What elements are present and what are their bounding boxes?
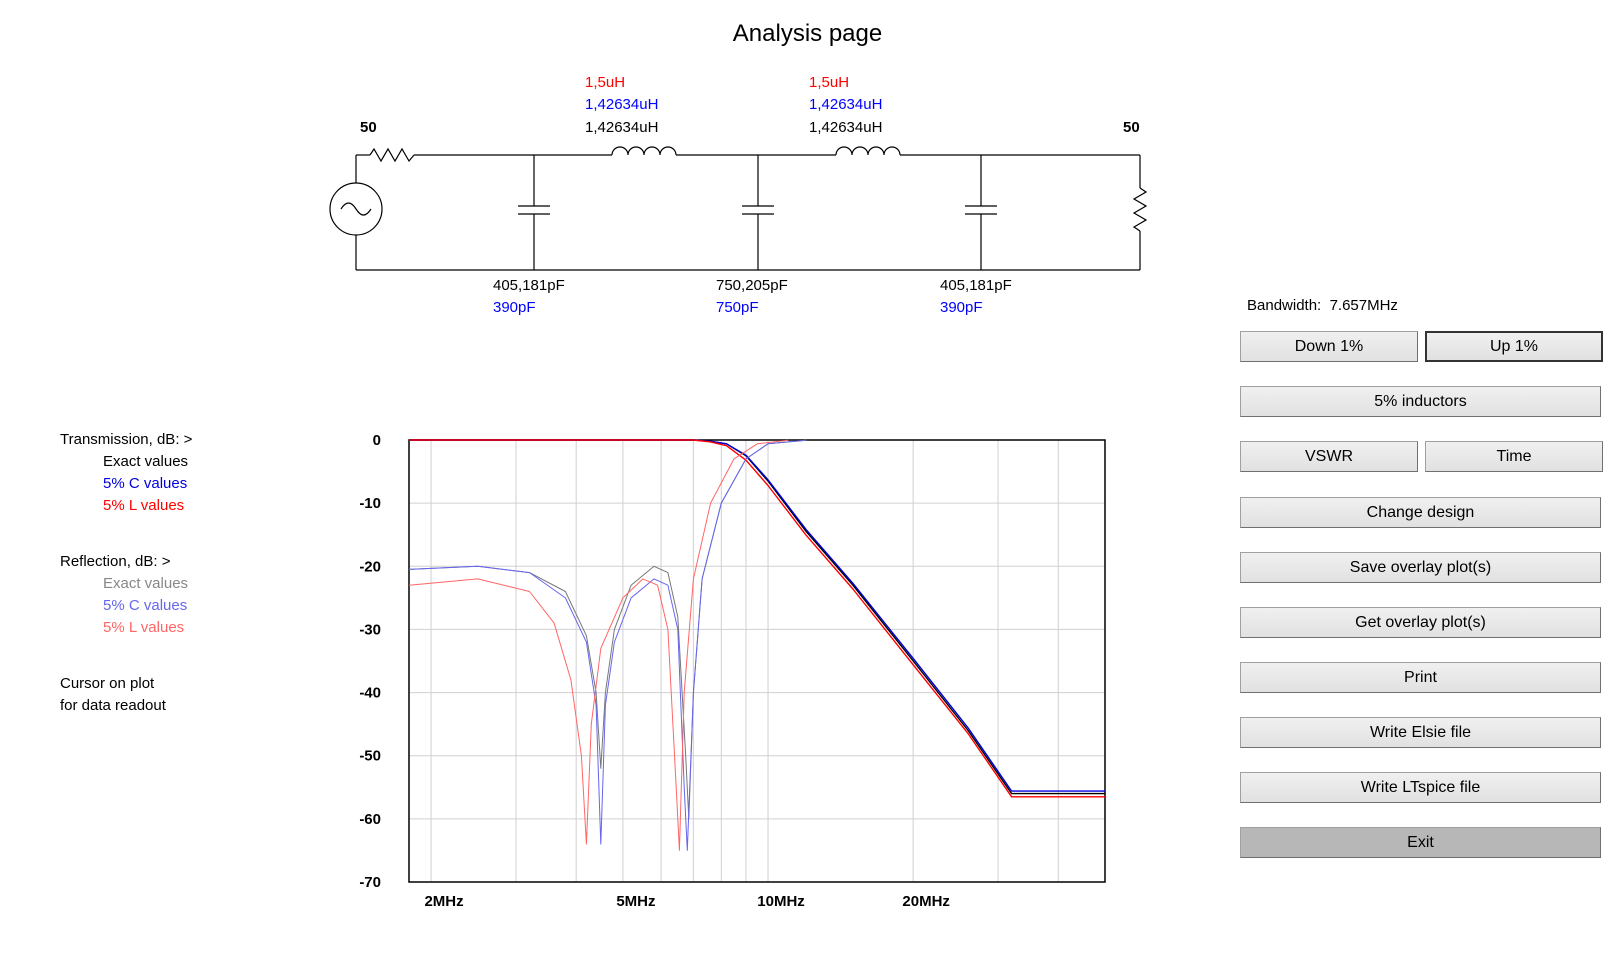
inductor-2 bbox=[835, 146, 901, 156]
reflection-legend-exact: Exact values bbox=[103, 575, 189, 592]
transmission-legend-exact: Exact values bbox=[103, 453, 189, 470]
inductor-2-exact: 1,42634uH bbox=[809, 119, 883, 136]
capacitor-3-exact: 405,181pF bbox=[940, 277, 1012, 294]
reflection-legend-title[interactable]: Reflection, dB: > bbox=[60, 553, 171, 570]
down-1pct-button[interactable]: Down 1% bbox=[1240, 331, 1418, 362]
inductor-1 bbox=[611, 146, 677, 156]
vswr-button[interactable]: VSWR bbox=[1240, 441, 1418, 472]
up-1pct-button[interactable]: Up 1% bbox=[1425, 331, 1603, 362]
inductor-2-nominal: 1,5uH bbox=[809, 74, 850, 91]
change-design-button[interactable]: Change design bbox=[1240, 497, 1601, 528]
source-impedance-label: 50 bbox=[360, 119, 377, 136]
reflection-legend-l5: 5% L values bbox=[103, 619, 185, 636]
inductor-1-nominal: 1,5uH bbox=[585, 74, 626, 91]
bandwidth-value: 7.657MHz bbox=[1329, 297, 1398, 314]
save-overlay-button[interactable]: Save overlay plot(s) bbox=[1240, 552, 1601, 583]
inductor-1-exact: 1,42634uH bbox=[585, 119, 659, 136]
print-button[interactable]: Print bbox=[1240, 662, 1601, 693]
schematic-wiring bbox=[329, 146, 1148, 271]
capacitor-2-exact: 750,205pF bbox=[716, 277, 788, 294]
time-button[interactable]: Time bbox=[1425, 441, 1603, 472]
write-ltspice-button[interactable]: Write LTspice file bbox=[1240, 772, 1601, 803]
page-title: Analysis page bbox=[732, 20, 883, 47]
capacitor-3-nominal: 390pF bbox=[940, 299, 983, 316]
inductor-1-c5: 1,42634uH bbox=[585, 96, 659, 113]
source-resistor bbox=[369, 147, 415, 163]
capacitor-1 bbox=[518, 155, 550, 270]
exit-button[interactable]: Exit bbox=[1240, 827, 1601, 858]
load-impedance-label: 50 bbox=[1123, 119, 1140, 136]
reflection-legend-c5: 5% C values bbox=[103, 597, 188, 614]
capacitor-1-nominal: 390pF bbox=[493, 299, 536, 316]
bandwidth-label: Bandwidth: bbox=[1247, 297, 1322, 314]
transmission-legend-title[interactable]: Transmission, dB: > bbox=[60, 431, 193, 448]
capacitor-2 bbox=[742, 155, 774, 270]
load-resistor bbox=[1132, 187, 1148, 232]
capacitor-3 bbox=[965, 155, 997, 270]
inductor-2-c5: 1,42634uH bbox=[809, 96, 883, 113]
cursor-hint-line2: for data readout bbox=[60, 697, 166, 714]
cursor-hint-line1: Cursor on plot bbox=[60, 675, 155, 692]
capacitor-2-nominal: 750pF bbox=[716, 299, 759, 316]
write-elsie-button[interactable]: Write Elsie file bbox=[1240, 717, 1601, 748]
get-overlay-button[interactable]: Get overlay plot(s) bbox=[1240, 607, 1601, 638]
inductors-5pct-button[interactable]: 5% inductors bbox=[1240, 386, 1601, 417]
transmission-legend-c5: 5% C values bbox=[103, 475, 188, 492]
transmission-legend-l5: 5% L values bbox=[103, 497, 185, 514]
capacitor-1-exact: 405,181pF bbox=[493, 277, 565, 294]
bandwidth-readout: Bandwidth: 7.657MHz bbox=[1247, 297, 1398, 314]
